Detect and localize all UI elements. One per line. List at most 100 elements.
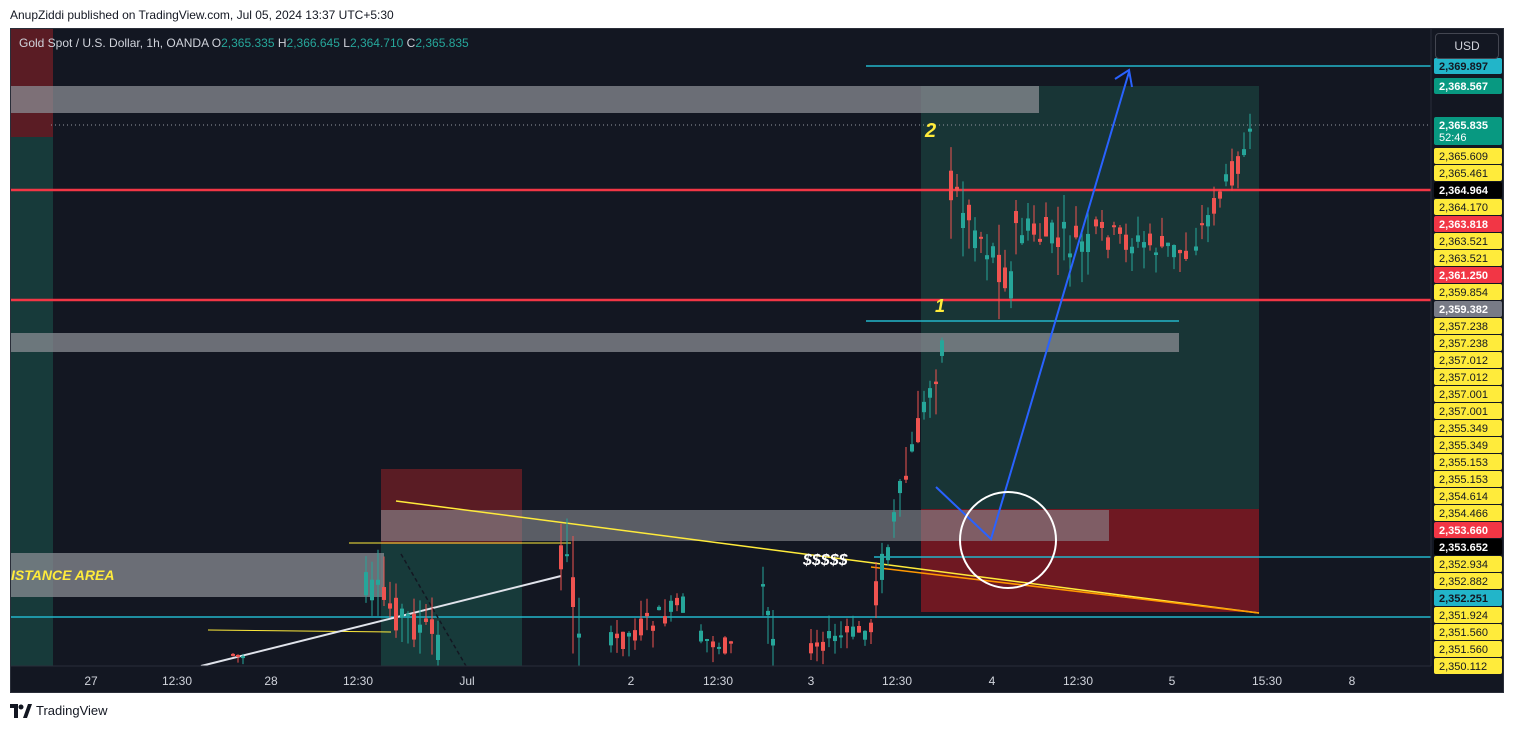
candle-body[interactable] — [892, 512, 896, 522]
candle-body[interactable] — [388, 603, 392, 609]
candle-body[interactable] — [651, 625, 655, 631]
chart-pane[interactable]: 2 1 $$$$$ ISTANCE AREA 2,369.897 2,368.567 2,3… — [10, 28, 1504, 693]
candle-body[interactable] — [1026, 218, 1030, 231]
candle-body[interactable] — [663, 616, 667, 624]
candle-body[interactable] — [916, 418, 920, 443]
candle-body[interactable] — [711, 641, 715, 648]
candle-body[interactable] — [717, 646, 721, 649]
candle-body[interactable] — [1160, 235, 1164, 247]
candle-body[interactable] — [1020, 235, 1024, 244]
candle-body[interactable] — [766, 610, 770, 616]
candle-body[interactable] — [809, 643, 813, 654]
candle-body[interactable] — [973, 230, 977, 249]
candle-body[interactable] — [1050, 222, 1054, 244]
candle-body[interactable] — [1032, 223, 1036, 235]
candle-body[interactable] — [827, 631, 831, 639]
candle-body[interactable] — [934, 381, 938, 385]
candle-body[interactable] — [761, 584, 765, 587]
candle-body[interactable] — [815, 642, 819, 647]
candle-body[interactable] — [1206, 215, 1210, 227]
candle-body[interactable] — [1003, 267, 1007, 289]
candle-body[interactable] — [1154, 252, 1158, 256]
candle-body[interactable] — [394, 597, 398, 631]
candle-body[interactable] — [699, 630, 703, 642]
candle-body[interactable] — [979, 236, 983, 239]
candle-body[interactable] — [627, 632, 631, 637]
candle-body[interactable] — [1124, 234, 1128, 250]
candle-body[interactable] — [991, 246, 995, 258]
candle-body[interactable] — [669, 600, 673, 612]
candle-body[interactable] — [565, 554, 569, 557]
candle-body[interactable] — [571, 577, 575, 607]
candle-body[interactable] — [1100, 221, 1104, 228]
candle-body[interactable] — [615, 633, 619, 639]
candle-body[interactable] — [559, 545, 563, 570]
candle-body[interactable] — [633, 630, 637, 641]
candle-body[interactable] — [863, 630, 867, 640]
candle-body[interactable] — [657, 606, 661, 611]
candle-body[interactable] — [1044, 217, 1048, 237]
candle-body[interactable] — [364, 572, 368, 596]
candle-body[interactable] — [1230, 161, 1234, 186]
candle-body[interactable] — [857, 626, 861, 633]
candle-body[interactable] — [645, 612, 649, 617]
candle-body[interactable] — [424, 618, 428, 622]
candle-body[interactable] — [406, 613, 410, 616]
candle-body[interactable] — [412, 613, 416, 640]
candle-body[interactable] — [869, 622, 873, 633]
candle-body[interactable] — [729, 641, 733, 644]
candle-body[interactable] — [1080, 241, 1084, 252]
candle-body[interactable] — [1172, 245, 1176, 258]
candle-body[interactable] — [1242, 149, 1246, 156]
candle-body[interactable] — [1130, 246, 1134, 254]
candle-body[interactable] — [1218, 191, 1222, 199]
candle-body[interactable] — [839, 635, 843, 638]
candle-body[interactable] — [1148, 233, 1152, 246]
candle-body[interactable] — [1194, 246, 1198, 251]
candle-body[interactable] — [705, 639, 709, 642]
candle-body[interactable] — [949, 170, 953, 201]
candle-body[interactable] — [1056, 237, 1060, 248]
candle-body[interactable] — [382, 587, 386, 600]
candle-body[interactable] — [1068, 253, 1072, 258]
highlight-circle[interactable] — [959, 491, 1057, 589]
candle-body[interactable] — [1178, 249, 1182, 254]
candle-body[interactable] — [1014, 211, 1018, 224]
candle-body[interactable] — [1009, 271, 1013, 299]
candle-body[interactable] — [1112, 225, 1116, 228]
candle-body[interactable] — [821, 641, 825, 651]
candle-body[interactable] — [904, 475, 908, 480]
candle-body[interactable] — [898, 480, 902, 494]
candle-body[interactable] — [1200, 223, 1204, 226]
candle-body[interactable] — [886, 547, 890, 561]
candle-body[interactable] — [922, 401, 926, 413]
symbol-label[interactable]: Gold Spot / U.S. Dollar, 1h, OANDA — [19, 36, 209, 50]
candle-body[interactable] — [577, 633, 581, 638]
candle-body[interactable] — [1062, 221, 1066, 229]
candle-body[interactable] — [851, 626, 855, 637]
candle-body[interactable] — [1166, 242, 1170, 247]
candle-body[interactable] — [400, 608, 404, 618]
candle-body[interactable] — [997, 254, 1001, 283]
candle-body[interactable] — [1212, 198, 1216, 214]
candle-body[interactable] — [1118, 227, 1122, 234]
candle-body[interactable] — [241, 656, 245, 659]
candle-body[interactable] — [985, 255, 989, 260]
candle-body[interactable] — [880, 553, 884, 580]
candle-body[interactable] — [1038, 238, 1042, 242]
candle-body[interactable] — [681, 596, 685, 613]
candle-body[interactable] — [621, 631, 625, 650]
candle-body[interactable] — [967, 204, 971, 221]
candle-body[interactable] — [1074, 225, 1078, 238]
candle-body[interactable] — [833, 635, 837, 642]
candle-body[interactable] — [1086, 233, 1090, 253]
candle-body[interactable] — [955, 186, 959, 191]
candle-body[interactable] — [1142, 242, 1146, 248]
candle-body[interactable] — [961, 212, 965, 229]
candle-body[interactable] — [1248, 128, 1252, 132]
candle-body[interactable] — [236, 654, 240, 657]
trendline-white[interactable] — [200, 575, 562, 667]
candle-body[interactable] — [1106, 237, 1110, 250]
candle-body[interactable] — [940, 340, 944, 356]
candle-body[interactable] — [675, 597, 679, 606]
